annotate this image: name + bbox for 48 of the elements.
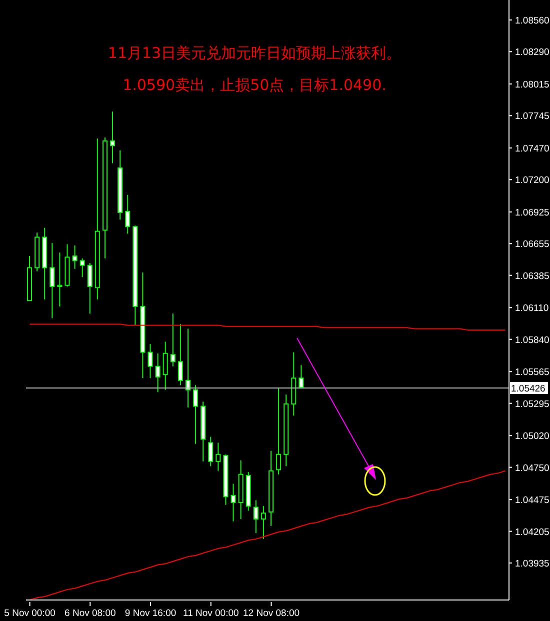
candlestick xyxy=(185,328,190,408)
text: 1.0590卖出，止损50点，目标1.0490. xyxy=(122,76,388,95)
y-tick-label: 1.06925 xyxy=(515,207,550,218)
y-tick-label: 1.05840 xyxy=(515,334,550,346)
x-tick-label: 11 Nov 00:00 xyxy=(182,608,239,619)
candlestick xyxy=(87,262,92,314)
y-tick-label: 1.05295 xyxy=(515,398,550,410)
candlestick xyxy=(57,252,62,307)
y-tick-label: 1.06655 xyxy=(515,239,550,250)
y-tick-label: 1.04205 xyxy=(515,526,550,538)
x-tick-label: 12 Nov 08:00 xyxy=(243,608,300,619)
candlestick xyxy=(155,352,160,393)
candlestick xyxy=(178,324,183,386)
x-tick-label: 6 Nov 08:00 xyxy=(64,608,116,619)
y-tick-label: 1.07200 xyxy=(515,175,550,186)
x-tick-label: 9 Nov 16:00 xyxy=(124,608,176,619)
candlestick xyxy=(110,111,116,164)
candlestick xyxy=(72,244,78,270)
candlestick xyxy=(276,386,282,475)
candlestick xyxy=(170,313,176,367)
text: 11月13日美元兑加元昨日如预期上涨获利。 xyxy=(106,44,402,63)
x-tick-label: 5 Nov 00:00 xyxy=(4,608,56,619)
ref-line-label: 1.05426 xyxy=(511,383,546,394)
candlestick xyxy=(162,341,168,390)
y-tick-label: 1.07745 xyxy=(515,111,550,122)
candlestick xyxy=(216,442,221,472)
candlestick xyxy=(253,500,258,534)
y-tick-label: 1.06110 xyxy=(515,303,549,314)
y-tick-label: 1.08560 xyxy=(515,15,550,26)
y-tick-label: 1.06385 xyxy=(515,270,550,282)
y-tick-label: 1.07470 xyxy=(515,143,550,154)
y-tick-label: 1.08015 xyxy=(515,79,550,90)
candlestick xyxy=(208,436,214,467)
y-tick-label: 1.04750 xyxy=(515,462,550,474)
candlestick xyxy=(125,194,130,234)
y-tick-label: 1.03935 xyxy=(515,558,550,570)
y-tick-label: 1.05565 xyxy=(515,367,550,378)
y-tick-label: 1.04475 xyxy=(515,495,550,506)
candlestick xyxy=(80,258,85,278)
line-series xyxy=(29,470,506,600)
candlestick xyxy=(230,483,236,522)
candlestick xyxy=(148,344,153,379)
candlestick xyxy=(298,364,304,388)
candlestick xyxy=(260,506,266,540)
candlestick xyxy=(193,384,198,444)
candlestick xyxy=(50,242,55,319)
y-tick-label: 1.08290 xyxy=(515,47,550,58)
y-tick-label: 1.05020 xyxy=(515,431,550,442)
